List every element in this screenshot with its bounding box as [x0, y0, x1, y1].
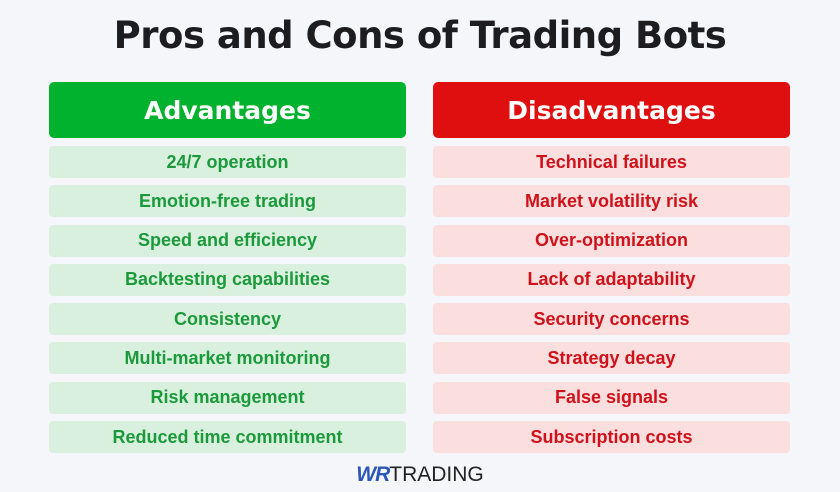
advantage-item: Speed and efficiency [49, 224, 406, 257]
advantage-item: Reduced time commitment [49, 421, 406, 454]
disadvantage-item: Market volatility risk [433, 185, 790, 218]
page-title: Pros and Cons of Trading Bots [113, 14, 727, 57]
disadvantage-item: Strategy decay [433, 342, 790, 375]
advantage-item: Emotion-free trading [49, 185, 406, 218]
advantage-item: Consistency [49, 303, 406, 336]
disadvantages-column: Disadvantages Technical failures Market … [433, 82, 790, 460]
disadvantage-item: Technical failures [433, 146, 790, 178]
wr-trading-logo: WRTRADING [0, 463, 840, 487]
disadvantage-item: Over-optimization [433, 224, 790, 257]
advantages-column: Advantages 24/7 operation Emotion-free t… [49, 82, 406, 460]
disadvantages-header: Disadvantages [433, 82, 790, 138]
advantages-header: Advantages [49, 82, 406, 138]
advantage-item: Backtesting capabilities [49, 263, 406, 296]
disadvantage-item: Lack of adaptability [433, 263, 790, 296]
disadvantage-item: Subscription costs [433, 421, 790, 454]
advantage-item: 24/7 operation [49, 146, 406, 178]
advantage-item: Multi-market monitoring [49, 342, 406, 375]
logo-text: TRADING [389, 463, 484, 486]
disadvantage-item: Security concerns [433, 303, 790, 336]
logo-mark: WR [356, 463, 390, 486]
advantage-item: Risk management [49, 381, 406, 414]
disadvantage-item: False signals [433, 381, 790, 414]
